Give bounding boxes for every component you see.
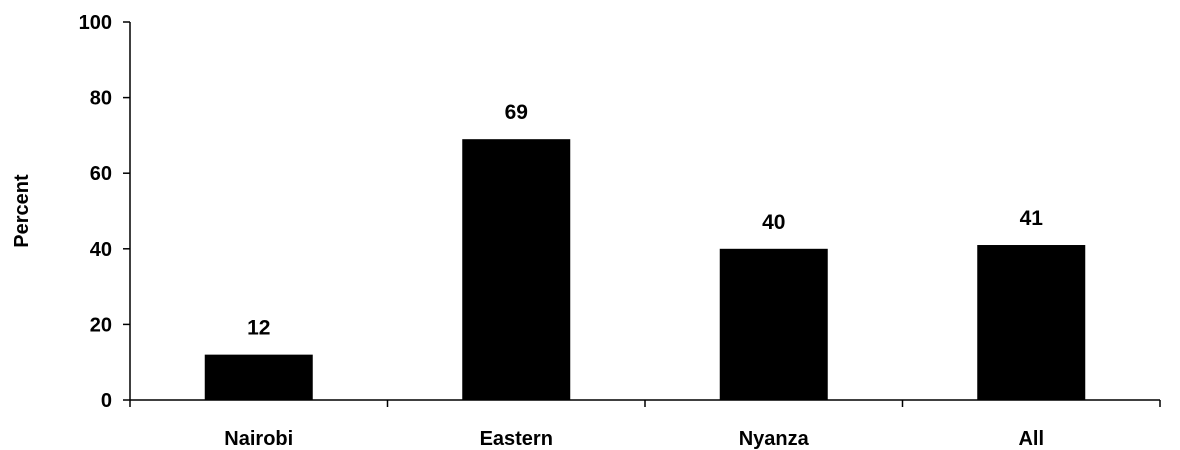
y-tick-label: 0 — [101, 390, 112, 412]
y-axis: 0 20 40 60 80 100 — [79, 12, 131, 412]
bar-all — [977, 245, 1086, 400]
x-category-label: All — [1018, 428, 1044, 450]
bars — [204, 139, 1086, 400]
y-tick-label: 20 — [90, 314, 112, 336]
data-label: 40 — [762, 211, 785, 234]
bar-eastern — [462, 139, 571, 400]
x-axis: Nairobi Eastern Nyanza All — [129, 399, 1161, 450]
y-tick-label: 100 — [79, 12, 112, 34]
data-labels: 12 69 40 41 — [247, 101, 1043, 339]
x-category-label: Nyanza — [739, 428, 810, 450]
data-label: 69 — [505, 101, 528, 124]
y-axis-title: Percent — [11, 174, 33, 248]
data-label: 41 — [1020, 207, 1044, 230]
data-label: 12 — [247, 317, 270, 340]
bar-nyanza — [719, 248, 828, 400]
bar-nairobi — [204, 354, 313, 400]
y-tick-label: 60 — [90, 163, 112, 185]
x-category-label: Nairobi — [224, 428, 293, 450]
x-category-label: Eastern — [480, 428, 553, 450]
y-tick-label: 40 — [90, 239, 112, 261]
y-tick-label: 80 — [90, 88, 112, 110]
